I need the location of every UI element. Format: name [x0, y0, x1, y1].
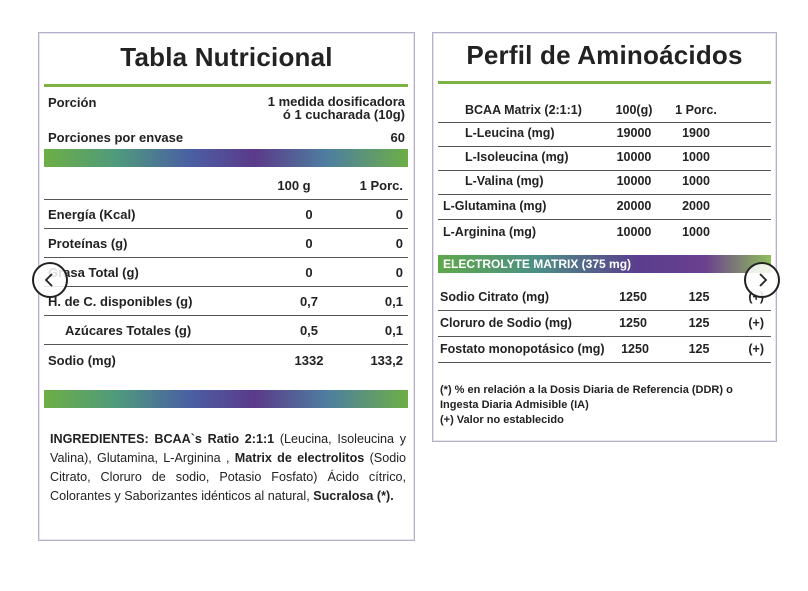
- ingredients-text1: (Leucina, Isoleucina y Valina), Glutamin…: [50, 432, 407, 465]
- carousel-next-button[interactable]: [744, 262, 780, 298]
- row-divider: [438, 194, 771, 195]
- row-divider: [44, 199, 408, 200]
- amino-row-100g: 19000: [616, 126, 652, 140]
- table-row-100g: 1332: [294, 353, 324, 368]
- amino-header-portion: 1 Porc.: [675, 103, 717, 117]
- table-row-portion: 0: [395, 207, 403, 222]
- footnote-ia: Ingesta Diaria Admisible (IA): [440, 399, 589, 411]
- row-divider: [438, 170, 771, 171]
- amino-row-label: L-Leucina (mg): [465, 126, 555, 140]
- amino-profile-panel: Perfil de Aminoácidos BCAA Matrix (2:1:1…: [432, 32, 777, 442]
- row-divider: [438, 146, 771, 147]
- amino-row-portion: 1000: [682, 150, 710, 164]
- ingredients-text: INGREDIENTES: BCAA`s Ratio 2:1:1 (Leucin…: [50, 430, 406, 506]
- row-divider: [438, 362, 771, 363]
- electrolyte-row-portion: 125: [688, 316, 710, 330]
- electrolyte-matrix-label: ELECTROLYTE MATRIX (375 mg): [443, 257, 632, 271]
- row-divider: [44, 228, 408, 229]
- chevron-right-icon: [759, 273, 768, 287]
- amino-row-label: L-Valina (mg): [465, 174, 544, 188]
- footnote-plus: (+) Valor no establecido: [440, 414, 564, 426]
- title-underline: [44, 84, 408, 87]
- row-divider: [438, 336, 771, 337]
- row-divider: [44, 286, 408, 287]
- serving-value-line1: 1 medida dosificadora: [267, 94, 405, 109]
- row-divider: [438, 219, 771, 220]
- servings-label: Porciones por envase: [48, 130, 184, 145]
- chevron-left-icon: [44, 273, 53, 287]
- electrolyte-row-100g: 1250: [619, 316, 647, 330]
- table-row-100g: 0,5: [299, 323, 319, 338]
- table-row-100g: 0: [305, 236, 313, 251]
- amino-header-label: BCAA Matrix (2:1:1): [465, 103, 582, 117]
- electrolyte-row-label: Fostato monopotásico (mg): [440, 342, 605, 356]
- table-row-label: Proteínas (g): [48, 236, 128, 251]
- table-row-100g: 0: [305, 207, 313, 222]
- serving-label: Porción: [48, 95, 97, 110]
- amino-row-portion: 1900: [682, 126, 710, 140]
- amino-row-100g: 10000: [616, 174, 652, 188]
- amino-row-label: L-Isoleucina (mg): [465, 150, 569, 164]
- electrolyte-row-ddr: (+): [748, 342, 764, 356]
- amino-row-label: L-Glutamina (mg): [443, 199, 547, 213]
- electrolyte-row-ddr: (+): [748, 316, 764, 330]
- col-header-portion: 1 Porc.: [359, 178, 403, 193]
- ingredients-bcaa: BCAA`s Ratio 2:1:1: [154, 432, 275, 446]
- amino-row-100g: 10000: [616, 150, 652, 164]
- amino-row-100g: 20000: [616, 199, 652, 213]
- table-row-label: H. de C. disponibles (g): [48, 294, 193, 309]
- carousel-prev-button[interactable]: [32, 262, 68, 298]
- table-row-portion: 0,1: [384, 294, 403, 309]
- gradient-divider-bottom: [44, 390, 408, 408]
- amino-profile-title: Perfil de Aminoácidos: [466, 40, 743, 70]
- amino-row-portion: 1000: [682, 174, 710, 188]
- table-row-label: Azúcares Totales (g): [65, 323, 192, 338]
- footnote: (*) % en relación a la Dosis Diaria de R…: [440, 383, 733, 428]
- table-row-100g: 0: [305, 265, 313, 280]
- footnote-ddr: (*) % en relación a la Dosis Diaria de R…: [440, 384, 733, 396]
- table-row-portion: 0,1: [384, 323, 403, 338]
- electrolyte-row-portion: 125: [688, 342, 710, 356]
- serving-value-line2: ó 1 cucharada (10g): [282, 107, 405, 122]
- row-divider: [438, 310, 771, 311]
- serving-value: 1 medida dosificadora ó 1 cucharada (10g…: [268, 95, 405, 121]
- ingredients-text2: (Sodio Citrato, Cloruro de sodio, Potasi…: [50, 451, 407, 503]
- electrolyte-row-100g: 1250: [619, 290, 647, 304]
- amino-header-100g: 100(g): [615, 103, 653, 117]
- electrolyte-row-100g: 1250: [621, 342, 649, 356]
- ingredients-sucralosa: Sucralosa (*).: [313, 489, 394, 503]
- gradient-divider-top: [44, 149, 408, 167]
- title-underline: [438, 81, 771, 84]
- electrolyte-row-label: Sodio Citrato (mg): [440, 290, 550, 304]
- amino-row-label: L-Arginina (mg): [443, 225, 537, 239]
- table-row-100g: 0,7: [299, 294, 319, 309]
- table-row-label: Grasa Total (g): [48, 265, 139, 280]
- row-divider: [44, 315, 408, 316]
- ingredients-matrix: Matrix de electrolitos: [234, 451, 365, 465]
- amino-row-portion: 1000: [682, 225, 710, 239]
- col-header-100g: 100 g: [277, 178, 311, 193]
- servings-value: 60: [390, 130, 405, 145]
- nutrition-table-title: Tabla Nutricional: [120, 42, 333, 72]
- table-row-portion: 0: [395, 236, 403, 251]
- table-row-label: Sodio (mg): [48, 353, 116, 368]
- amino-row-portion: 2000: [682, 199, 710, 213]
- ingredients-label: INGREDIENTES:: [50, 432, 149, 446]
- electrolyte-row-label: Cloruro de Sodio (mg): [440, 316, 572, 330]
- nutrition-table-panel: Tabla Nutricional Porción 1 medida dosif…: [38, 32, 415, 541]
- table-row-portion: 133,2: [370, 353, 403, 368]
- row-divider: [438, 122, 771, 123]
- electrolyte-row-portion: 125: [688, 290, 710, 304]
- table-row-label: Energía (Kcal): [48, 207, 136, 222]
- electrolyte-matrix-bar: ELECTROLYTE MATRIX (375 mg): [438, 255, 771, 273]
- row-divider: [44, 344, 408, 345]
- table-row-portion: 0: [395, 265, 403, 280]
- amino-row-100g: 10000: [616, 225, 652, 239]
- row-divider: [44, 257, 408, 258]
